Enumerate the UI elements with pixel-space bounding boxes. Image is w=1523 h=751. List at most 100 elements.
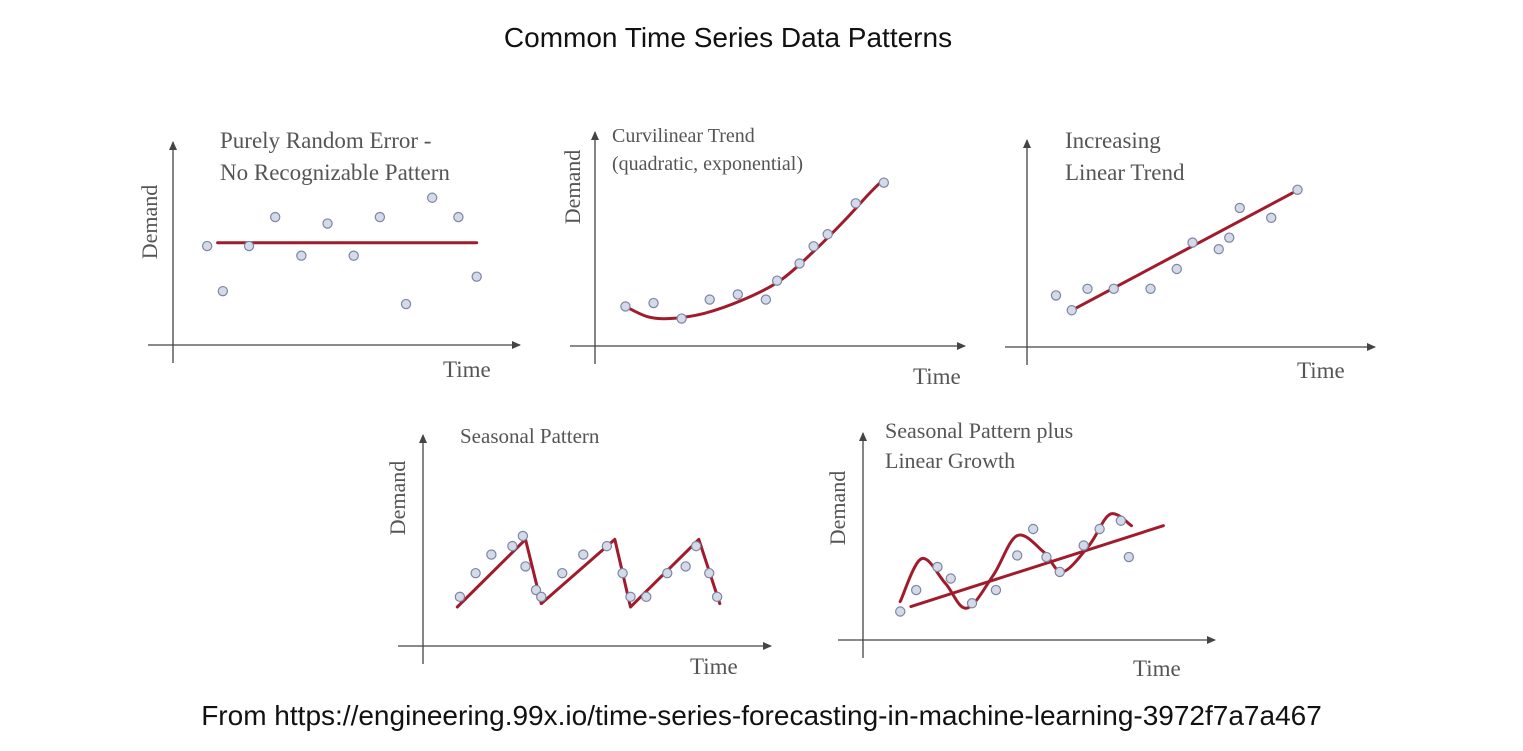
data-point	[1266, 212, 1277, 224]
data-point	[932, 561, 943, 573]
data-point	[808, 241, 819, 252]
data-point	[520, 561, 531, 572]
y-axis-label: Demand	[825, 471, 850, 546]
data-point	[557, 567, 568, 579]
chart-title-line: Seasonal Pattern plus	[885, 418, 1073, 443]
data-point	[530, 584, 542, 596]
chart-svg: Seasonal Pattern Time Demand	[385, 424, 772, 679]
data-point	[1012, 550, 1023, 561]
data-point	[486, 549, 497, 560]
data-point	[1187, 237, 1198, 248]
data-point	[641, 591, 652, 603]
data-point	[732, 289, 743, 300]
data-point	[453, 211, 464, 223]
chart-svg: Curvilinear Trend (quadratic, exponential…	[560, 125, 966, 389]
chart-seasonal-linear-growth: Seasonal Pattern plus Linear Growth Time De…	[820, 408, 1220, 690]
chart-title-line: Increasing	[1065, 128, 1161, 153]
data-point	[1066, 305, 1077, 316]
data-point	[1292, 184, 1303, 196]
curve-line	[624, 177, 886, 321]
data-point	[625, 591, 636, 603]
data-point	[617, 567, 628, 579]
data-point	[910, 584, 922, 596]
data-point	[620, 301, 631, 312]
data-point	[690, 540, 702, 552]
data-point	[680, 561, 691, 572]
data-point	[1054, 566, 1065, 578]
data-point	[676, 313, 687, 324]
chart-title-line: No Recognizable Pattern	[220, 160, 450, 185]
data-point	[1082, 283, 1093, 294]
chart-title-line: Linear Growth	[885, 448, 1015, 473]
data-point	[454, 591, 466, 603]
y-axis-label: Demand	[385, 461, 410, 536]
trend-line	[455, 537, 722, 609]
data-point	[966, 598, 978, 609]
data-point	[1027, 523, 1039, 535]
chart-curvilinear-trend: Curvilinear Trend (quadratic, exponential…	[545, 112, 975, 392]
data-point	[601, 540, 613, 552]
chart-title: Curvilinear Trend (quadratic, exponential…	[612, 125, 803, 175]
data-point	[822, 229, 833, 240]
chart-svg: Seasonal Pattern plus Linear Growth Time De…	[825, 418, 1216, 681]
chart-title-line: Seasonal Pattern	[460, 424, 600, 448]
x-axis-label: Time	[690, 654, 738, 679]
source-citation: From https://engineering.99x.io/time-ser…	[201, 700, 1322, 731]
page-title: Common Time Series Data Patterns	[503, 22, 953, 53]
data-point	[760, 294, 772, 305]
x-axis-label: Time	[443, 357, 491, 382]
x-axis-label: Time	[913, 364, 961, 389]
data-point	[269, 211, 281, 223]
data-point	[1094, 523, 1105, 535]
data-point	[1050, 290, 1062, 301]
chart-title: Increasing Linear Trend	[1065, 128, 1185, 185]
chart-purely-random: Purely Random Error - No Recognizable Pat…	[125, 112, 545, 392]
chart-title-line: (quadratic, exponential)	[612, 153, 803, 175]
data-point	[704, 567, 715, 579]
data-point	[1108, 283, 1119, 294]
data-point	[322, 218, 333, 229]
data-point	[470, 567, 481, 579]
data-point	[427, 192, 438, 203]
x-axis-label: Time	[1133, 656, 1181, 681]
data-point	[1234, 202, 1245, 214]
data-point	[201, 240, 213, 252]
data-point	[895, 606, 906, 617]
data-point	[704, 294, 715, 305]
data-point	[1123, 551, 1135, 563]
trend-line	[1070, 191, 1294, 312]
data-point	[1078, 540, 1089, 551]
trend-line	[909, 524, 1165, 609]
data-point	[945, 573, 956, 584]
chart-increasing-linear-trend: Increasing Linear Trend Time	[1005, 112, 1385, 392]
chart-title-line: Linear Trend	[1065, 160, 1185, 185]
x-axis-label: Time	[1297, 358, 1345, 383]
chart-title: Seasonal Pattern	[460, 424, 600, 448]
data-point	[662, 567, 673, 579]
data-point	[374, 211, 386, 223]
data-point	[217, 285, 229, 297]
data-point	[348, 250, 359, 261]
data-point	[517, 530, 529, 542]
y-axis-label: Demand	[560, 150, 585, 225]
data-point	[1115, 515, 1127, 526]
chart-svg: Increasing Linear Trend Time	[1005, 128, 1376, 383]
data-point	[794, 258, 805, 269]
data-point	[771, 275, 783, 286]
curve-line	[898, 512, 1133, 610]
chart-title: Seasonal Pattern plus Linear Growth	[885, 418, 1073, 473]
chart-title-line: Curvilinear Trend	[612, 125, 755, 147]
data-point	[1145, 283, 1156, 294]
chart-title-line: Purely Random Error -	[220, 128, 431, 153]
data-point	[1171, 263, 1182, 275]
chart-title: Purely Random Error - No Recognizable Pat…	[220, 128, 450, 185]
data-point	[296, 250, 307, 261]
data-point	[711, 591, 723, 603]
data-point	[878, 177, 890, 188]
data-point	[850, 198, 861, 209]
y-axis-label: Demand	[137, 185, 162, 260]
data-point	[990, 584, 1002, 596]
data-point	[648, 297, 659, 309]
data-point	[243, 240, 255, 252]
data-point	[471, 271, 482, 282]
